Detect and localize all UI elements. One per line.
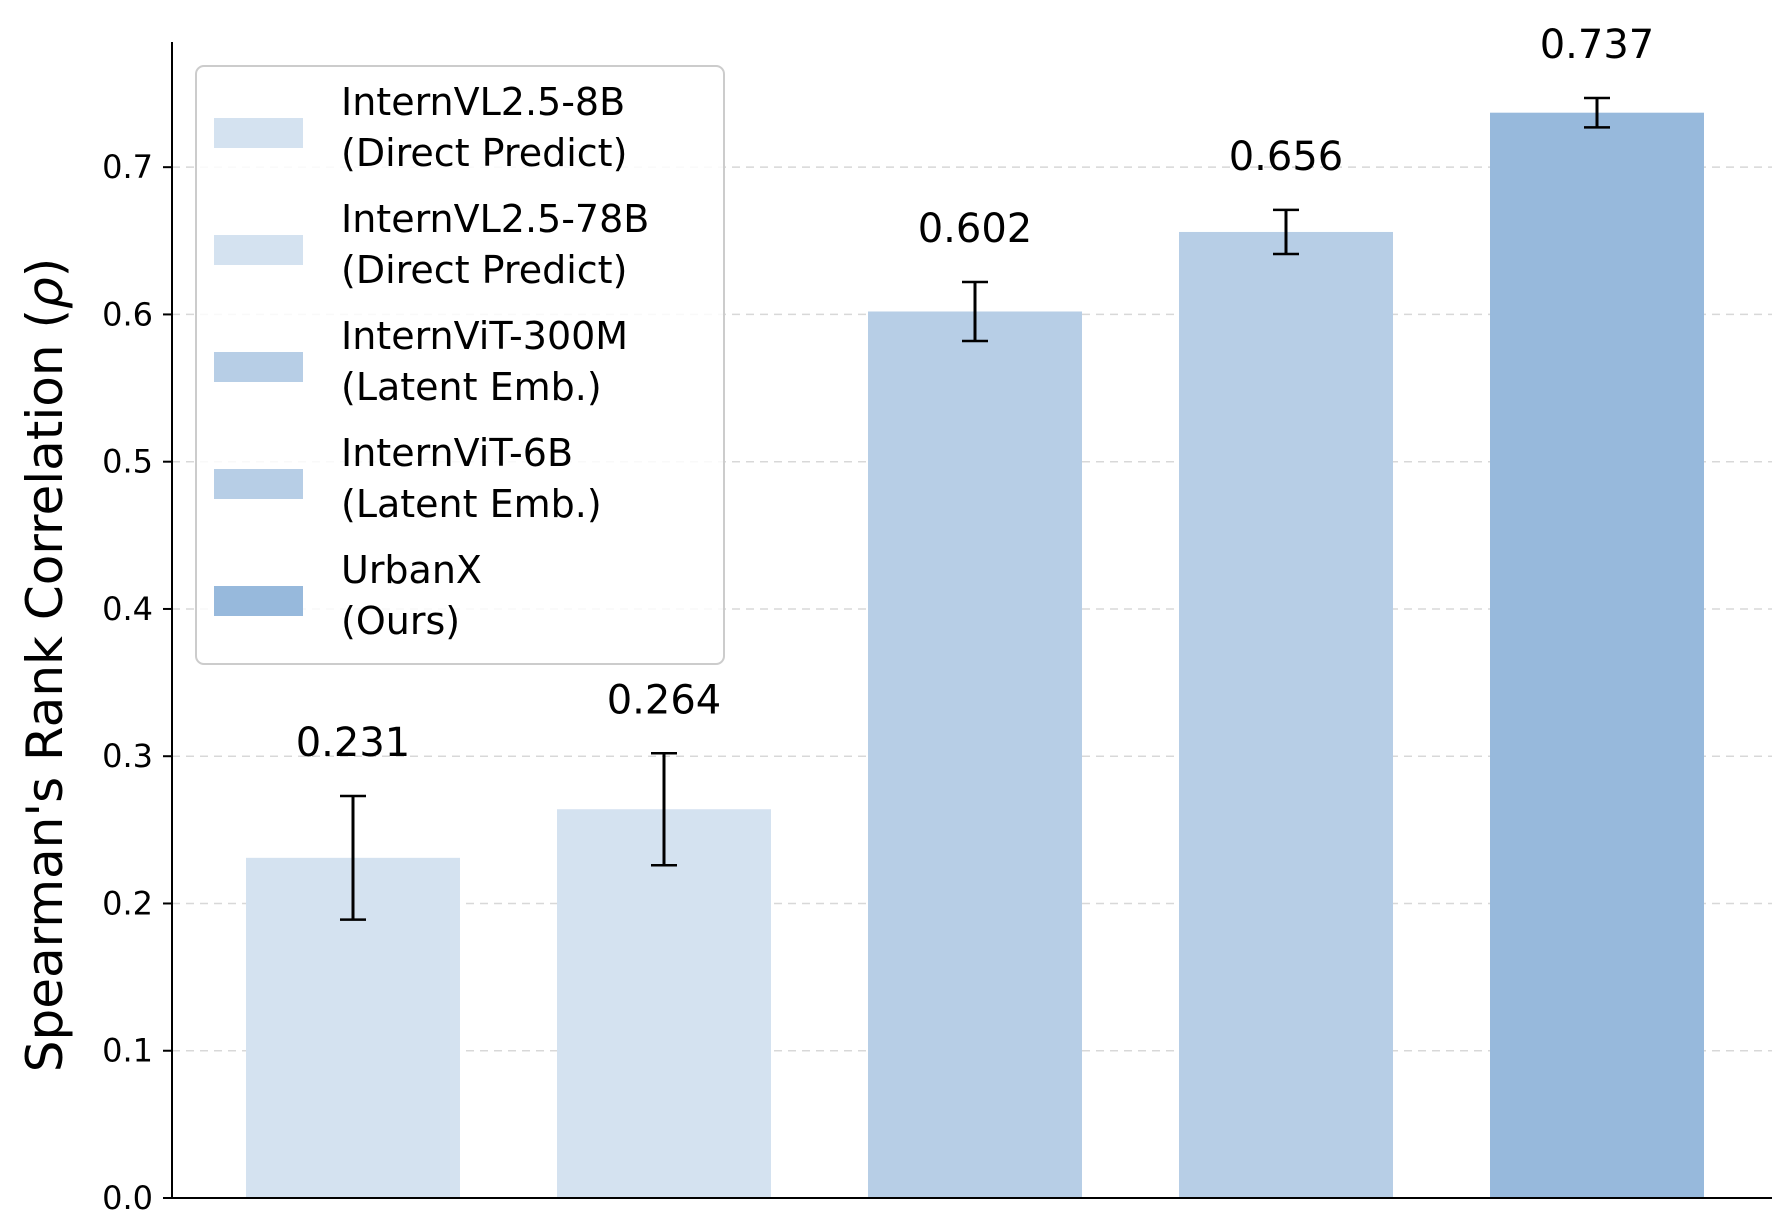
legend-label-line2: (Ours) <box>341 599 460 643</box>
value-label: 0.737 <box>1540 22 1655 68</box>
legend-swatch <box>214 118 303 148</box>
y-tick-label: 0.2 <box>102 884 153 922</box>
legend-label-line2: (Latent Emb.) <box>341 365 602 409</box>
value-label: 0.602 <box>918 206 1033 252</box>
legend: InternVL2.5-8B (Direct Predict) InternVL2.… <box>195 65 725 665</box>
y-tick-label: 0.5 <box>102 443 153 481</box>
legend-label-line2: (Direct Predict) <box>341 248 627 292</box>
bar <box>557 809 771 1198</box>
legend-frame <box>195 65 725 665</box>
y-tick-label: 0.6 <box>102 295 153 333</box>
legend-label-line1: InternVL2.5-8B <box>341 80 625 124</box>
legend-swatch <box>214 235 303 265</box>
bar <box>1179 231 1393 1199</box>
y-axis-label-close: ) <box>16 258 74 278</box>
legend-label-line1: InternViT-6B <box>341 431 573 475</box>
legend-swatch <box>214 352 303 382</box>
legend-swatch <box>214 469 303 499</box>
error-bar-layer <box>340 96 1610 921</box>
value-label-layer: 0.231 0.264 0.602 0.656 0.737 <box>296 22 1655 766</box>
legend-label-line1: InternVL2.5-78B <box>341 197 649 241</box>
bar <box>868 311 1082 1198</box>
y-axis-label-text: Spearman's Rank Correlation ( <box>16 309 74 1072</box>
value-label: 0.264 <box>607 677 722 723</box>
legend-swatch <box>214 586 303 616</box>
y-tick-label: 0.0 <box>102 1179 153 1217</box>
axis-layer <box>171 42 1772 1199</box>
value-label: 0.656 <box>1229 134 1344 180</box>
y-axis-label-symbol: ρ <box>16 277 74 309</box>
legend-label-line1: UrbanX <box>341 548 482 592</box>
y-tick-layer: 0.0 0.1 0.2 0.3 0.4 0.5 0.6 0.7 <box>102 148 172 1217</box>
y-axis-label: Spearman's Rank Correlation (ρ) <box>16 258 74 1072</box>
y-tick-label: 0.4 <box>102 590 153 628</box>
value-label: 0.231 <box>296 720 411 766</box>
legend-label-line1: InternViT-300M <box>341 314 628 358</box>
bar <box>1490 112 1704 1199</box>
bar-layer <box>246 112 1704 1199</box>
legend-label-line2: (Direct Predict) <box>341 131 627 175</box>
y-tick-label: 0.7 <box>102 148 153 186</box>
y-tick-label: 0.3 <box>102 737 153 775</box>
legend-label-line2: (Latent Emb.) <box>341 482 602 526</box>
y-tick-label: 0.1 <box>102 1032 153 1070</box>
